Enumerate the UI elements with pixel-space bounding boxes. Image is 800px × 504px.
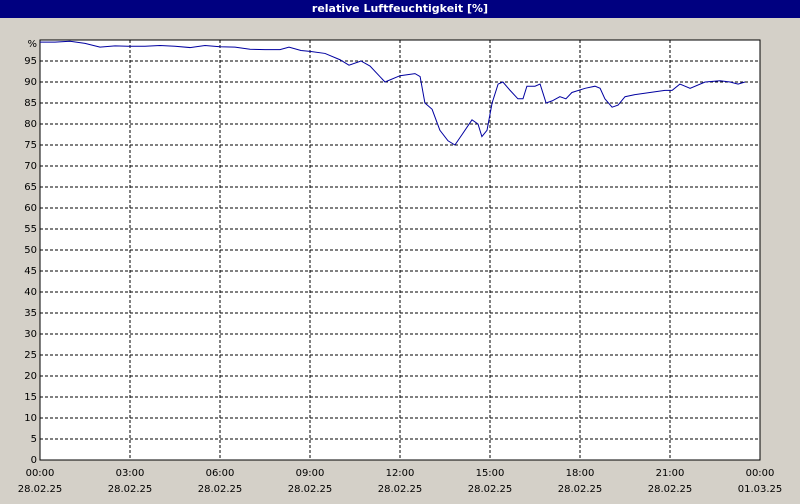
title-bar	[0, 0, 800, 18]
chart-title: relative Luftfeuchtigkeit [%]	[312, 2, 488, 15]
x-tick-label: 21:00	[656, 468, 685, 479]
x-tick-label: 18:00	[566, 468, 595, 479]
y-tick-label: 90	[24, 77, 37, 88]
x-tick-date: 28.02.25	[378, 484, 423, 495]
x-tick-date: 28.02.25	[18, 484, 63, 495]
y-tick-label: 25	[24, 350, 37, 361]
data-line	[40, 40, 746, 146]
y-tick-label: 50	[24, 245, 37, 256]
y-tick-label: 5	[31, 434, 37, 445]
y-tick-label: 15	[24, 392, 37, 403]
x-tick-date: 28.02.25	[558, 484, 603, 495]
x-tick-date: 28.02.25	[288, 484, 333, 495]
y-tick-label: 60	[24, 203, 37, 214]
y-tick-label: 30	[24, 329, 37, 340]
x-tick-date: 28.02.25	[108, 484, 153, 495]
x-tick-label: 03:00	[116, 468, 145, 479]
y-tick-label: 70	[24, 161, 37, 172]
y-tick-label: 95	[24, 56, 37, 67]
x-tick-date: 01.03.25	[738, 484, 783, 495]
y-tick-label: 0	[31, 455, 37, 466]
y-tick-label: 20	[24, 371, 37, 382]
x-tick-label: 12:00	[386, 468, 415, 479]
y-tick-label: 55	[24, 224, 37, 235]
x-tick-date: 28.02.25	[648, 484, 693, 495]
x-tick-label: 09:00	[296, 468, 325, 479]
y-tick-label: 40	[24, 287, 37, 298]
x-tick-date: 28.02.25	[468, 484, 513, 495]
y-tick-label: 35	[24, 308, 37, 319]
x-tick-label: 06:00	[206, 468, 235, 479]
y-tick-label: 65	[24, 182, 37, 193]
y-tick-label: %	[27, 39, 37, 50]
y-tick-label: 85	[24, 98, 37, 109]
y-tick-label: 10	[24, 413, 37, 424]
y-tick-label: 80	[24, 119, 37, 130]
x-tick-label: 00:00	[26, 468, 55, 479]
x-tick-date: 28.02.25	[198, 484, 243, 495]
x-tick-label: 15:00	[476, 468, 505, 479]
x-tick-label: 00:00	[746, 468, 775, 479]
y-tick-label: 45	[24, 266, 37, 277]
y-tick-label: 75	[24, 140, 37, 151]
